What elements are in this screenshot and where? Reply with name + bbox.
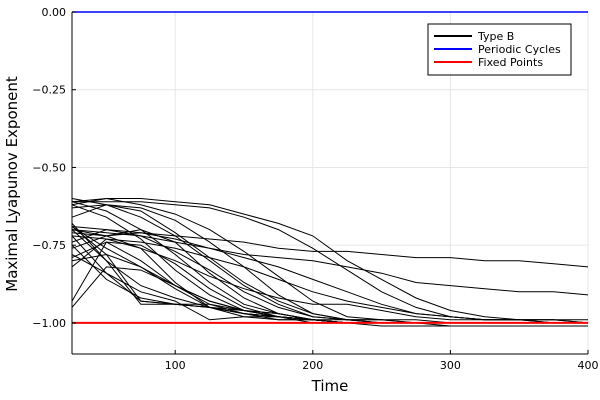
type-b-line-26 bbox=[71, 223, 588, 327]
y-axis-label: Maximal Lyapunov Exponent bbox=[3, 76, 21, 292]
legend-label-periodic-cycles: Periodic Cycles bbox=[478, 43, 561, 56]
y-tick-label-3: −0.75 bbox=[32, 239, 66, 252]
tick-labels: 100 200 300 400 0.00 −0.25 −0.50 −0.75 −1.00 bbox=[32, 6, 598, 372]
type-b-line-19 bbox=[71, 241, 588, 324]
x-tick-label-2: 300 bbox=[440, 359, 461, 372]
plot-series bbox=[71, 11, 589, 327]
type-b-line-22 bbox=[71, 235, 588, 324]
legend-label-fixed-points: Fixed Points bbox=[478, 56, 543, 69]
type-b-line-9 bbox=[71, 229, 589, 296]
x-tick-label-3: 400 bbox=[578, 359, 599, 372]
x-tick-label-0: 100 bbox=[165, 359, 186, 372]
axes bbox=[71, 11, 589, 355]
x-axis-label: Time bbox=[311, 377, 349, 395]
type-b-line-11 bbox=[71, 235, 589, 324]
type-b-line-15 bbox=[71, 241, 588, 324]
y-tick-label-2: −0.50 bbox=[32, 161, 66, 174]
legend-label-type-b: Type B bbox=[477, 30, 514, 43]
y-tick-label-1: −0.25 bbox=[32, 84, 66, 97]
type-b-line-0 bbox=[71, 198, 589, 324]
x-tick-label-1: 200 bbox=[302, 359, 323, 372]
y-tick-label-4: −1.00 bbox=[32, 317, 66, 330]
type-b-line-12 bbox=[71, 229, 588, 321]
y-tick-label-0: 0.00 bbox=[42, 6, 67, 19]
legend: Type B Periodic Cycles Fixed Points bbox=[427, 23, 572, 76]
type-b-line-8 bbox=[71, 226, 589, 268]
